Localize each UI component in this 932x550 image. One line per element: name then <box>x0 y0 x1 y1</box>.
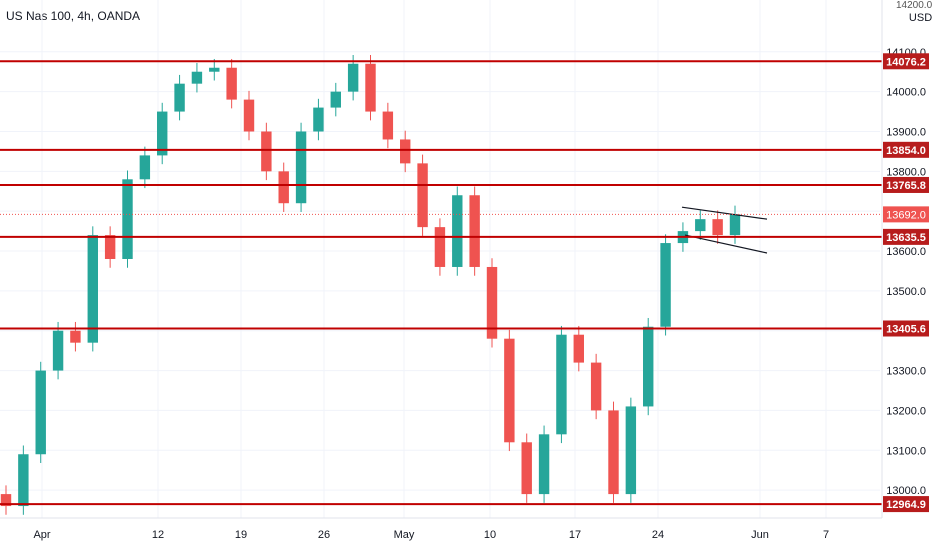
candle-body <box>35 370 46 455</box>
y-tick-label: 14000.0 <box>886 87 926 99</box>
candle-body <box>452 195 463 267</box>
y-tick-label: 13100.0 <box>886 445 926 457</box>
candle-body <box>521 442 532 495</box>
x-tick-label: 26 <box>318 529 330 541</box>
candle-body <box>52 330 64 371</box>
candle-body <box>295 131 307 204</box>
x-tick-label: 24 <box>652 529 664 541</box>
level-price-label: 13765.8 <box>886 180 926 192</box>
candle-body <box>139 155 151 180</box>
level-price-tag <box>883 496 929 513</box>
y-tick-label: 13500.0 <box>886 286 926 298</box>
candle-body <box>486 266 498 339</box>
candle-body <box>278 171 289 204</box>
x-tick-label: 12 <box>152 529 164 541</box>
candle-body <box>625 406 637 495</box>
candle-body <box>608 410 619 495</box>
x-tick-label: Jun <box>751 529 769 541</box>
x-tick-label: Apr <box>33 529 50 541</box>
x-tick-label: 19 <box>235 529 247 541</box>
candle-body <box>18 454 29 507</box>
y-tick-label: 13300.0 <box>886 366 926 378</box>
candle-body <box>556 334 567 435</box>
candle-body <box>174 83 185 112</box>
level-price-label: 13635.5 <box>886 232 926 244</box>
axis-top-partial-and-currency: 14200.0 USD <box>894 0 932 24</box>
candle-body <box>469 195 480 267</box>
candle-body <box>243 99 255 132</box>
candle-body <box>87 235 98 343</box>
candle-body <box>313 107 324 132</box>
level-price-label: 12964.9 <box>886 499 926 511</box>
candle-body <box>590 362 602 411</box>
x-tick-label: 10 <box>484 529 496 541</box>
x-tick-label: May <box>394 529 415 541</box>
candle-body <box>330 91 341 108</box>
y-tick-label: 13900.0 <box>886 126 926 138</box>
currency-label: USD <box>908 12 932 24</box>
y-tick-label: 13800.0 <box>886 166 926 178</box>
candle-body <box>712 219 723 236</box>
candle-body <box>382 111 394 140</box>
level-price-tag <box>883 141 929 158</box>
candle-body <box>434 227 446 267</box>
candle-body <box>209 67 220 72</box>
current-price-label: 13692.0 <box>886 209 926 221</box>
level-price-label: 13405.6 <box>886 323 926 335</box>
candle-body <box>226 67 237 100</box>
candle-body <box>347 63 359 92</box>
level-price-label: 13854.0 <box>886 145 926 157</box>
candle-body <box>191 71 203 84</box>
flag-lower-trendline <box>684 234 768 254</box>
candle-body <box>104 235 116 259</box>
candle-body <box>729 214 741 236</box>
chart-title: US Nas 100, 4h, OANDA <box>6 9 141 23</box>
candle-body <box>643 326 654 407</box>
axis-top-partial-label: 14200.0 <box>896 0 932 11</box>
candle-body <box>0 494 12 507</box>
y-tick-label: 13000.0 <box>886 485 926 497</box>
candle-body <box>573 334 584 363</box>
level-price-tag <box>883 228 929 245</box>
candle-body <box>417 163 428 228</box>
candle-body <box>157 111 168 156</box>
candle-body <box>660 243 671 327</box>
flag-upper-trendline <box>681 206 768 220</box>
candle-body <box>365 63 376 112</box>
level-price-tag <box>883 176 929 193</box>
level-price-tag <box>883 320 929 337</box>
candle-body <box>122 179 133 259</box>
candle-body <box>538 434 550 495</box>
candle-body <box>70 330 81 343</box>
y-tick-label: 13200.0 <box>886 405 926 417</box>
y-tick-label: 13600.0 <box>886 246 926 258</box>
current-price-tag <box>883 206 929 223</box>
x-tick-label: 7 <box>823 529 829 541</box>
candle-body <box>261 131 272 172</box>
candle-body <box>504 338 515 443</box>
x-tick-label: 17 <box>569 529 581 541</box>
candle-body <box>400 139 411 164</box>
level-price-tag <box>883 53 929 70</box>
level-price-label: 14076.2 <box>886 56 926 68</box>
candle-body <box>695 219 706 232</box>
